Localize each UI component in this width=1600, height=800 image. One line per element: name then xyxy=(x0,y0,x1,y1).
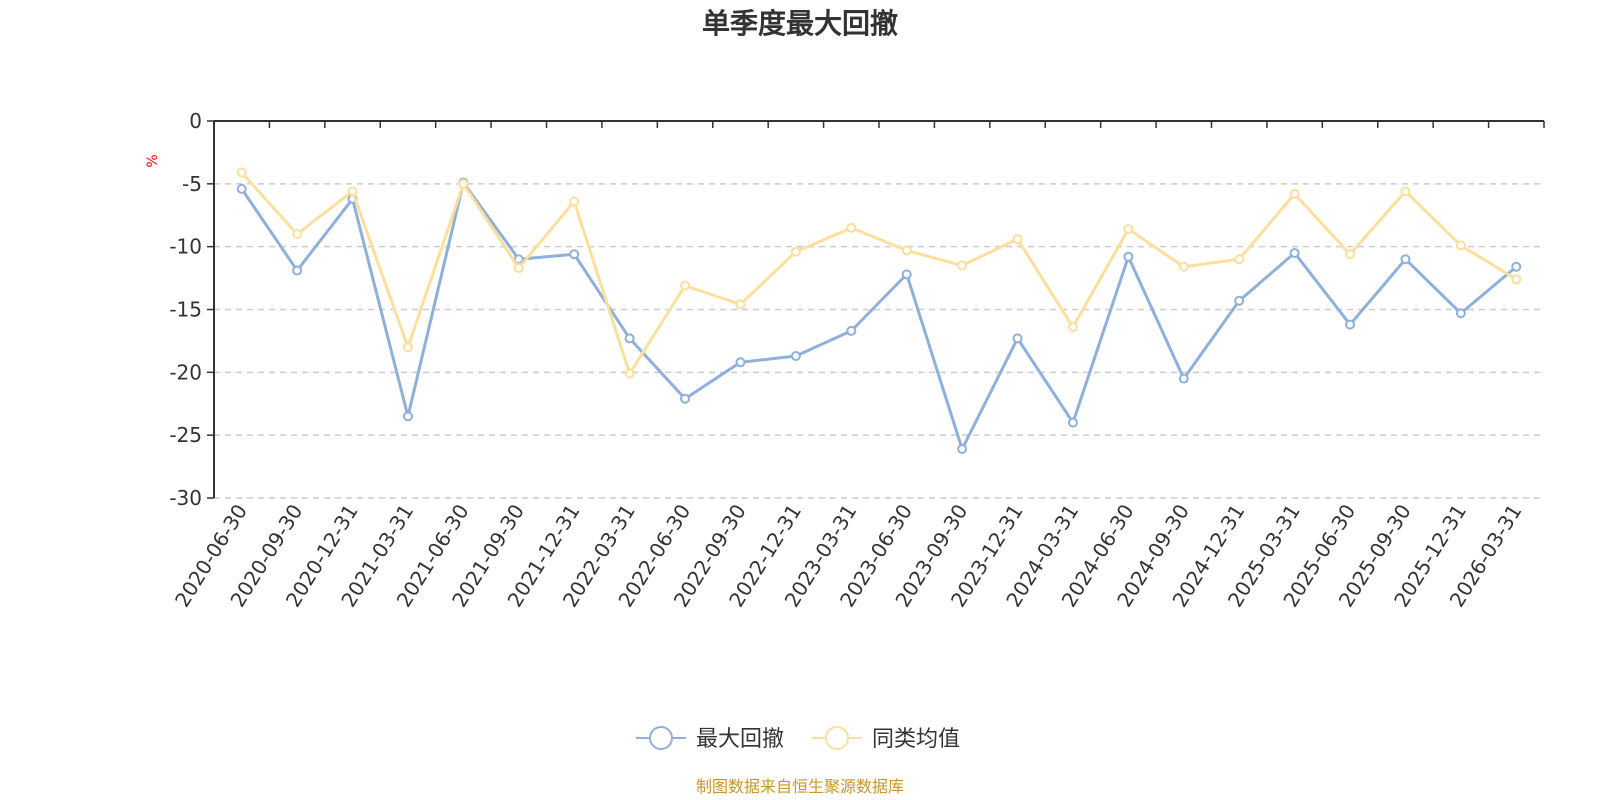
y-axis-unit: % xyxy=(145,154,161,167)
data-point[interactable] xyxy=(1178,373,1189,384)
data-point[interactable] xyxy=(458,178,469,189)
data-point[interactable] xyxy=(624,333,635,344)
data-point[interactable] xyxy=(1012,234,1023,245)
legend[interactable]: 最大回撤 同类均值 xyxy=(636,726,960,752)
data-point[interactable] xyxy=(1400,254,1411,265)
data-point[interactable] xyxy=(292,265,303,276)
series-line xyxy=(240,171,1518,376)
data-point[interactable] xyxy=(569,196,580,207)
data-point[interactable] xyxy=(790,350,801,361)
data-point[interactable] xyxy=(735,357,746,368)
data-point[interactable] xyxy=(1012,333,1023,344)
data-point[interactable] xyxy=(1345,319,1356,330)
data-point[interactable] xyxy=(1067,322,1078,333)
legend-marker-icon xyxy=(825,726,849,750)
data-point[interactable] xyxy=(1455,240,1466,251)
data-point[interactable] xyxy=(1289,188,1300,199)
y-tick-label: -15 xyxy=(169,298,202,322)
data-point[interactable] xyxy=(1289,247,1300,258)
data-point[interactable] xyxy=(292,229,303,240)
series-lines xyxy=(236,167,1522,454)
data-point[interactable] xyxy=(846,325,857,336)
series-1 xyxy=(236,177,1522,454)
data-point[interactable] xyxy=(236,183,247,194)
data-point[interactable] xyxy=(347,186,358,197)
data-point[interactable] xyxy=(1400,186,1411,197)
legend-item-2[interactable]: 同类均值 xyxy=(812,726,960,752)
data-point[interactable] xyxy=(1234,295,1245,306)
data-point[interactable] xyxy=(1455,308,1466,319)
legend-label: 最大回撤 xyxy=(696,727,784,752)
data-point[interactable] xyxy=(402,411,413,422)
data-point[interactable] xyxy=(846,222,857,233)
data-point[interactable] xyxy=(680,393,691,404)
data-point[interactable] xyxy=(569,249,580,260)
data-point[interactable] xyxy=(402,342,413,353)
legend-marker-icon xyxy=(649,726,673,750)
data-point[interactable] xyxy=(236,167,247,178)
series-line xyxy=(240,181,1518,451)
y-tick-label: 0 xyxy=(189,109,202,133)
y-tick-label: -30 xyxy=(169,486,202,510)
data-point[interactable] xyxy=(1234,254,1245,265)
series-2 xyxy=(236,167,1522,379)
data-point[interactable] xyxy=(1178,261,1189,272)
y-tick-label: -25 xyxy=(169,423,202,447)
data-source-note: 制图数据来自恒生聚源数据库 xyxy=(696,777,904,796)
data-point[interactable] xyxy=(957,260,968,271)
data-point[interactable] xyxy=(1511,274,1522,285)
data-point[interactable] xyxy=(1123,251,1134,262)
grid-lines xyxy=(214,183,1544,499)
chart-title: 单季度最大回撤 xyxy=(702,7,898,40)
data-point[interactable] xyxy=(1067,417,1078,428)
data-point[interactable] xyxy=(680,280,691,291)
data-point[interactable] xyxy=(901,269,912,280)
data-point[interactable] xyxy=(1511,261,1522,272)
legend-item-1[interactable]: 最大回撤 xyxy=(636,726,784,752)
data-point[interactable] xyxy=(624,368,635,379)
data-point[interactable] xyxy=(513,263,524,274)
y-tick-label: -10 xyxy=(169,235,202,259)
y-tick-label: -5 xyxy=(182,172,202,196)
y-tick-label: -20 xyxy=(169,360,202,384)
data-point[interactable] xyxy=(957,443,968,454)
data-point[interactable] xyxy=(901,245,912,256)
data-point[interactable] xyxy=(735,299,746,310)
legend-label: 同类均值 xyxy=(872,727,960,752)
data-point[interactable] xyxy=(1345,249,1356,260)
data-point[interactable] xyxy=(790,246,801,257)
data-point[interactable] xyxy=(1123,224,1134,235)
